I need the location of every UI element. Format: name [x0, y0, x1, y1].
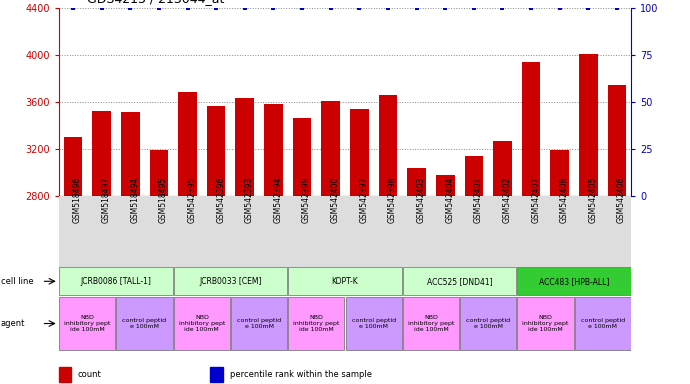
Text: GSM542403: GSM542403: [417, 176, 426, 223]
Text: GSM542398: GSM542398: [388, 176, 397, 222]
Point: [382, 5, 393, 11]
Point: [325, 5, 336, 11]
Text: GSM518497: GSM518497: [101, 176, 110, 222]
Bar: [264, 104, 283, 196]
Point: [611, 5, 622, 11]
Point: [153, 5, 164, 11]
Bar: [379, 95, 397, 196]
Point: [125, 5, 136, 11]
Text: GSM518494: GSM518494: [130, 176, 139, 222]
Point: [583, 5, 594, 11]
Text: NBD
inhibitory pept
ide 100mM: NBD inhibitory pept ide 100mM: [522, 315, 569, 332]
Bar: [460, 297, 516, 350]
Text: control peptid
e 100mM: control peptid e 100mM: [352, 318, 395, 329]
Bar: [608, 85, 627, 196]
Bar: [464, 156, 483, 196]
Text: NBD
inhibitory pept
ide 100mM: NBD inhibitory pept ide 100mM: [179, 315, 225, 332]
Text: GSM542402: GSM542402: [502, 176, 511, 222]
Text: GDS4213 / 213044_at: GDS4213 / 213044_at: [88, 0, 225, 5]
Text: agent: agent: [1, 319, 25, 328]
Point: [297, 5, 308, 11]
Bar: [350, 109, 368, 196]
Bar: [207, 106, 226, 196]
Text: KOPT-K: KOPT-K: [332, 277, 358, 286]
Bar: [493, 141, 512, 196]
Text: NBD
inhibitory pept
ide 100mM: NBD inhibitory pept ide 100mM: [408, 315, 454, 332]
Point: [554, 5, 565, 11]
Text: control peptid
e 100mM: control peptid e 100mM: [581, 318, 624, 329]
Text: JCRB0086 [TALL-1]: JCRB0086 [TALL-1]: [81, 277, 151, 286]
Bar: [117, 297, 172, 350]
Bar: [288, 267, 402, 295]
Text: GSM542408: GSM542408: [560, 176, 569, 222]
Text: NBD
inhibitory pept
ide 100mM: NBD inhibitory pept ide 100mM: [64, 315, 110, 332]
Point: [68, 5, 79, 11]
Point: [469, 5, 480, 11]
Bar: [59, 267, 172, 295]
Bar: [346, 297, 402, 350]
Bar: [288, 297, 344, 350]
Point: [96, 5, 107, 11]
Bar: [63, 137, 82, 196]
Text: GSM542393: GSM542393: [245, 176, 254, 223]
Text: GSM518495: GSM518495: [159, 176, 168, 222]
Bar: [436, 175, 455, 196]
Point: [411, 5, 422, 11]
Text: control peptid
e 100mM: control peptid e 100mM: [123, 318, 166, 329]
Bar: [121, 113, 139, 196]
Text: GSM542399: GSM542399: [302, 176, 311, 223]
Point: [440, 5, 451, 11]
Bar: [174, 297, 230, 350]
Text: GSM542401: GSM542401: [474, 176, 483, 222]
Bar: [518, 267, 631, 295]
Bar: [579, 53, 598, 196]
Text: GSM542396: GSM542396: [216, 176, 225, 223]
Bar: [231, 297, 287, 350]
Text: GSM542400: GSM542400: [331, 176, 339, 223]
Text: cell line: cell line: [1, 277, 33, 286]
Bar: [178, 92, 197, 196]
Point: [182, 5, 193, 11]
Text: count: count: [78, 370, 101, 379]
Bar: [92, 111, 111, 196]
Bar: [522, 62, 540, 196]
Bar: [403, 297, 459, 350]
Bar: [551, 150, 569, 196]
Text: GSM542406: GSM542406: [617, 176, 626, 223]
Bar: [403, 267, 516, 295]
Text: control peptid
e 100mM: control peptid e 100mM: [237, 318, 281, 329]
Bar: [293, 118, 311, 196]
Bar: [407, 168, 426, 196]
Bar: [575, 297, 631, 350]
Text: control peptid
e 100mM: control peptid e 100mM: [466, 318, 510, 329]
Text: GSM542397: GSM542397: [359, 176, 368, 223]
Bar: [150, 150, 168, 196]
Bar: [322, 101, 340, 196]
Text: GSM542405: GSM542405: [589, 176, 598, 223]
Point: [354, 5, 365, 11]
Point: [497, 5, 508, 11]
Bar: [518, 297, 573, 350]
Text: GSM542404: GSM542404: [445, 176, 454, 223]
Point: [210, 5, 221, 11]
Text: JCRB0033 [CEM]: JCRB0033 [CEM]: [199, 277, 262, 286]
Text: NBD
inhibitory pept
ide 100mM: NBD inhibitory pept ide 100mM: [293, 315, 339, 332]
Text: ACC525 [DND41]: ACC525 [DND41]: [426, 277, 493, 286]
Text: GSM542394: GSM542394: [273, 176, 282, 223]
Bar: [59, 297, 115, 350]
Bar: [174, 267, 287, 295]
Text: ACC483 [HPB-ALL]: ACC483 [HPB-ALL]: [539, 277, 609, 286]
Text: percentile rank within the sample: percentile rank within the sample: [230, 370, 372, 379]
Text: GSM518496: GSM518496: [73, 176, 82, 222]
Text: GSM542407: GSM542407: [531, 176, 540, 223]
Point: [268, 5, 279, 11]
Text: GSM542395: GSM542395: [188, 176, 197, 223]
Bar: [235, 98, 254, 196]
Point: [526, 5, 537, 11]
Point: [239, 5, 250, 11]
